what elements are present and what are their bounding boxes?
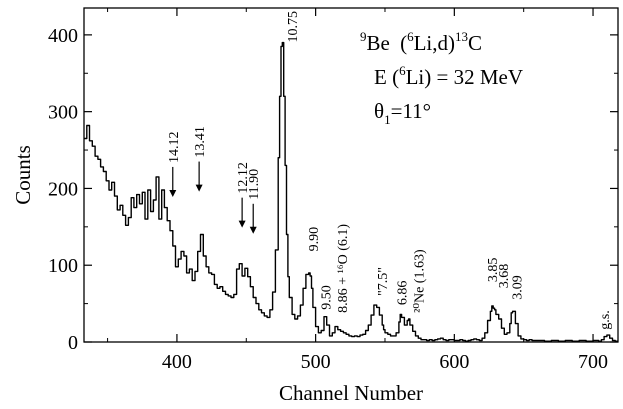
peak-annotation: 12.12 bbox=[236, 162, 251, 228]
theta-symbol: θ bbox=[374, 99, 384, 123]
peak-annotation: 10.75 bbox=[286, 11, 301, 43]
peak-arrowhead bbox=[169, 189, 177, 197]
peak-arrowhead bbox=[249, 226, 257, 234]
y-axis-title: Counts bbox=[11, 145, 35, 205]
peak-annotation: 13.41 bbox=[193, 126, 208, 192]
theta-value: =11° bbox=[391, 99, 431, 123]
peak-arrowhead bbox=[238, 220, 246, 228]
peak-annotation: 6.86 bbox=[396, 281, 411, 306]
svg-text:9Be (6Li,d)13C: 9Be (6Li,d)13C bbox=[360, 29, 482, 55]
peak-label: 11.90 bbox=[247, 169, 262, 200]
energy-beam-mass: 6 bbox=[399, 63, 406, 78]
peak-annotation: 14.12 bbox=[167, 131, 182, 197]
beam-label: Li,d) bbox=[414, 31, 455, 55]
energy-value: Li) = 32 MeV bbox=[406, 65, 523, 89]
theta-subscript: 1 bbox=[384, 112, 391, 127]
peak-annotation: 3.68 bbox=[497, 264, 512, 289]
peak-annotation: ²⁰Ne (1.63) bbox=[412, 249, 427, 313]
peak-label: 3.85 bbox=[486, 258, 501, 283]
y-tick-label: 400 bbox=[48, 25, 78, 47]
peak-label: g.s. bbox=[598, 310, 613, 329]
svg-text:E (6Li) = 32 MeV: E (6Li) = 32 MeV bbox=[374, 63, 523, 89]
x-tick-label: 500 bbox=[301, 351, 331, 373]
x-tick-label: 400 bbox=[162, 351, 192, 373]
peak-annotation: 9.90 bbox=[307, 227, 322, 252]
peak-label: 13.41 bbox=[193, 126, 208, 158]
peak-label: 9.50 bbox=[319, 285, 334, 310]
tick-labels: 400 500 600 700 0 100 200 300 400 bbox=[48, 25, 608, 373]
peak-label: 6.86 bbox=[396, 281, 411, 306]
peak-label: 3.68 bbox=[497, 264, 512, 289]
peak-label: 10.75 bbox=[286, 11, 301, 43]
beam-mass-number: 6 bbox=[407, 29, 414, 44]
peak-annotation: 3.09 bbox=[511, 275, 526, 300]
plot-frame bbox=[83, 7, 619, 343]
y-tick-label: 200 bbox=[48, 178, 78, 200]
x-tick-label: 600 bbox=[439, 351, 469, 373]
peak-label: 14.12 bbox=[167, 131, 182, 163]
y-tick-label: 100 bbox=[48, 255, 78, 277]
peak-annotation: 3.85 bbox=[486, 258, 501, 283]
product-mass-number: 13 bbox=[455, 29, 468, 44]
peak-annotation: 8.86 + ¹⁶O (6.1) bbox=[336, 224, 351, 313]
peak-annotation: 11.90 bbox=[247, 169, 262, 234]
x-tick-label: 700 bbox=[578, 351, 608, 373]
axis-ticks bbox=[84, 8, 618, 343]
peak-annotation: g.s. bbox=[598, 310, 613, 329]
peak-label: 9.90 bbox=[307, 227, 322, 252]
y-tick-label: 0 bbox=[68, 332, 78, 354]
spectrum-series-line bbox=[84, 41, 618, 342]
svg-text:θ1=11°: θ1=11° bbox=[374, 99, 431, 127]
target-symbol: Be bbox=[367, 31, 390, 55]
peak-annotation: 9.50 bbox=[319, 285, 334, 310]
energy-label: E ( bbox=[374, 65, 399, 89]
peak-arrowhead bbox=[195, 184, 203, 192]
peak-label: 8.86 + ¹⁶O (6.1) bbox=[336, 224, 351, 313]
product-symbol: C bbox=[468, 31, 482, 55]
reaction-label: 9Be (6Li,d)13C E (6Li) = 32 MeV θ1=11° bbox=[360, 29, 523, 127]
peak-label: 3.09 bbox=[511, 275, 526, 300]
peak-annotation: "7.5" bbox=[376, 267, 391, 296]
peak-label: "7.5" bbox=[376, 267, 391, 296]
peak-label: 12.12 bbox=[236, 162, 251, 194]
target-mass-number: 9 bbox=[360, 29, 367, 44]
x-axis-title: Channel Number bbox=[279, 381, 423, 405]
peak-label: ²⁰Ne (1.63) bbox=[412, 249, 427, 313]
y-tick-label: 300 bbox=[48, 102, 78, 124]
